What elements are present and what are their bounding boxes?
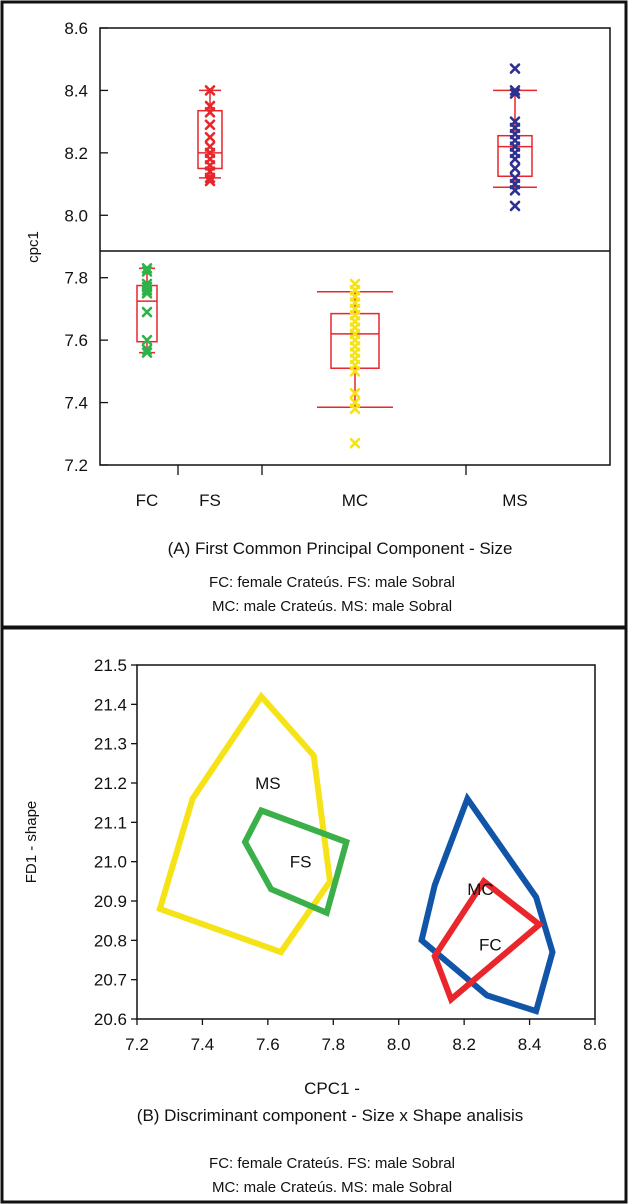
panel-a-x-axis: FC FS MC MS bbox=[136, 491, 528, 510]
data-point-mc bbox=[349, 397, 361, 408]
hull-mc bbox=[418, 792, 556, 1015]
data-point-fs bbox=[204, 85, 216, 96]
box-group-fc bbox=[136, 263, 158, 358]
data-point-fc bbox=[141, 347, 153, 358]
box-group-fs bbox=[197, 85, 223, 187]
panel-a-y-tick-label: 7.2 bbox=[64, 456, 88, 475]
panel-b-x-tick-label: 8.2 bbox=[452, 1035, 476, 1054]
data-point-fs bbox=[204, 131, 216, 143]
panel-a-y-axis: 7.2 7.4 7.6 7.8 8.0 8.2 8.4 8.6 bbox=[64, 19, 108, 475]
panel-a-y-tick-label: 8.6 bbox=[64, 19, 88, 38]
panel-a-y-tick-label: 7.6 bbox=[64, 331, 88, 350]
panel-b-y-tick-label: 21.5 bbox=[94, 656, 127, 675]
data-point-ms bbox=[509, 85, 521, 96]
data-point-ms bbox=[509, 88, 521, 99]
data-point-fc bbox=[141, 278, 153, 290]
hull-label-ms: MS bbox=[255, 774, 281, 793]
panel-b-border bbox=[0, 626, 628, 1204]
panel-b-x-tick-label: 7.2 bbox=[125, 1035, 149, 1054]
data-point-fc bbox=[141, 334, 153, 346]
hull-label-mc: MC bbox=[467, 880, 493, 899]
panel-b-x-tick-label: 8.4 bbox=[518, 1035, 542, 1054]
panel-b-x-tick-label: 8.6 bbox=[583, 1035, 607, 1054]
panel-a-legend-line-2: MC: male Crateús. MS: male Sobral bbox=[212, 598, 452, 615]
panel-a-y-axis-title: cpc1 bbox=[25, 231, 42, 263]
panel-b-y-tick-label: 21.3 bbox=[94, 735, 127, 754]
panel-b-x-axis-title: CPC1 - bbox=[304, 1079, 360, 1098]
panel-a-y-tick-label: 7.4 bbox=[64, 394, 88, 413]
data-point-mc bbox=[349, 278, 361, 290]
panel-a-plot-frame bbox=[99, 27, 611, 466]
panel-b-y-tick-label: 20.9 bbox=[94, 892, 127, 911]
data-point-mc bbox=[349, 437, 361, 449]
data-point-mc bbox=[349, 387, 361, 399]
panel-a-legend-line-1: FC: female Crateús. FS: male Sobral bbox=[209, 574, 455, 591]
panel-b-y-tick-label: 21.0 bbox=[94, 853, 127, 872]
panel-a-y-tick-label: 8.4 bbox=[64, 81, 88, 100]
data-point-ms bbox=[509, 116, 521, 127]
data-point-fc bbox=[141, 263, 153, 274]
panel-a-x-tick-label: MC bbox=[342, 491, 368, 510]
panel-b-caption: (B) Discriminant component - Size x Shap… bbox=[137, 1106, 523, 1125]
panel-b: 20.6 20.7 20.8 20.9 21.0 21.1 21.2 21.3 21.4 21.5… bbox=[23, 656, 607, 1196]
panel-a-x-tick-label: MS bbox=[502, 491, 528, 510]
data-point-ms bbox=[509, 163, 521, 174]
box-group-ms bbox=[493, 63, 537, 212]
hull-fs bbox=[241, 806, 351, 917]
panel-b-x-axis: 7.2 7.4 7.6 7.8 8.0 8.2 8.4 8.6 bbox=[125, 1019, 607, 1054]
panel-a-x-separators bbox=[177, 465, 467, 475]
panel-a-x-tick-label: FS bbox=[199, 491, 221, 510]
data-point-ms bbox=[509, 63, 521, 74]
hull-label-fc: FC bbox=[479, 935, 502, 954]
panel-b-x-tick-label: 7.8 bbox=[321, 1035, 345, 1054]
data-point-fs bbox=[204, 175, 216, 187]
panel-b-y-axis-title: FD1 - shape bbox=[23, 801, 40, 884]
panel-a-border bbox=[0, 0, 628, 629]
hull-label-fs: FS bbox=[290, 853, 312, 872]
hull-fc bbox=[431, 876, 545, 1005]
data-point-ms bbox=[509, 172, 521, 184]
panel-b-plot-frame bbox=[136, 664, 596, 1020]
panel-a-caption: (A) First Common Principal Component - S… bbox=[168, 539, 513, 558]
panel-b-y-tick-label: 21.4 bbox=[94, 695, 127, 714]
panel-a-y-tick-label: 7.8 bbox=[64, 269, 88, 288]
data-point-fc bbox=[141, 266, 153, 277]
panel-a: 7.2 7.4 7.6 7.8 8.0 8.2 8.4 8.6 FC FS MC MS cpc1 (… bbox=[25, 19, 611, 615]
panel-a-y-tick-label: 8.0 bbox=[64, 206, 88, 225]
data-point-fs bbox=[204, 141, 216, 152]
data-point-fs bbox=[204, 119, 216, 131]
hull-ms bbox=[156, 691, 334, 956]
panel-b-y-axis: 20.6 20.7 20.8 20.9 21.0 21.1 21.2 21.3 21.4 21.5 bbox=[94, 656, 137, 1029]
panel-b-y-tick-label: 21.2 bbox=[94, 774, 127, 793]
panel-b-y-tick-label: 20.8 bbox=[94, 931, 127, 950]
panel-b-y-tick-label: 20.7 bbox=[94, 971, 127, 990]
box-group-mc bbox=[317, 278, 393, 449]
panel-b-marks: MS FS MC FC bbox=[156, 691, 556, 1015]
panel-b-x-tick-label: 8.0 bbox=[387, 1035, 411, 1054]
panel-b-y-tick-label: 21.1 bbox=[94, 813, 127, 832]
panel-b-legend-line-2: MC: male Crateús. MS: male Sobral bbox=[212, 1179, 452, 1196]
data-point-fc bbox=[141, 281, 153, 293]
data-point-fc bbox=[141, 344, 153, 355]
panel-b-x-tick-label: 7.6 bbox=[256, 1035, 280, 1054]
data-point-fc bbox=[141, 306, 153, 318]
panel-b-y-tick-label: 20.6 bbox=[94, 1010, 127, 1029]
panel-b-x-tick-label: 7.4 bbox=[191, 1035, 215, 1054]
data-point-ms bbox=[509, 200, 521, 212]
panel-a-x-tick-label: FC bbox=[136, 491, 159, 510]
panel-b-legend-line-1: FC: female Crateús. FS: male Sobral bbox=[209, 1155, 455, 1172]
panel-a-y-tick-label: 8.2 bbox=[64, 144, 88, 163]
panel-a-marks bbox=[136, 63, 537, 449]
data-point-fs bbox=[204, 100, 216, 112]
